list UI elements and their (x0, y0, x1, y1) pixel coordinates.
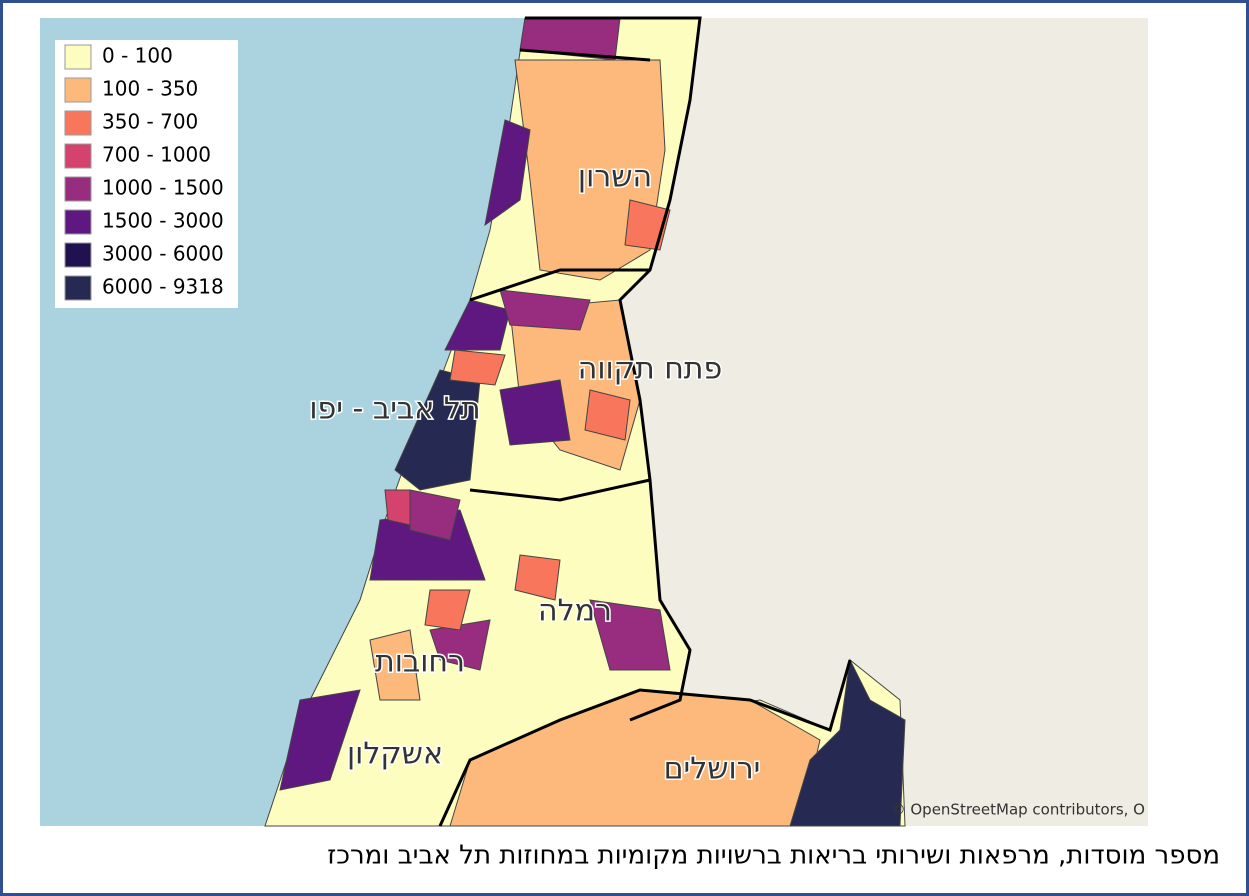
region (789, 658, 906, 827)
legend-swatch (64, 242, 92, 268)
region (449, 349, 506, 386)
region (429, 619, 491, 671)
region (484, 119, 531, 227)
border (519, 48, 651, 62)
region (369, 629, 421, 701)
regions (264, 17, 906, 827)
legend-swatch (64, 176, 92, 202)
border (469, 268, 650, 302)
legend-label: 6000 - 9318 (102, 275, 224, 299)
legend-label: 0 - 100 (102, 44, 173, 68)
legend-label: 1000 - 1500 (102, 176, 224, 200)
region-label: אשקלון (347, 737, 443, 772)
region (384, 489, 411, 526)
legend-label: 3000 - 6000 (102, 242, 224, 266)
legend-label: 100 - 350 (102, 77, 198, 101)
region (514, 554, 561, 601)
legend: 0 - 100 100 - 350 350 - 700 700 - 1000 1000 … (55, 40, 238, 308)
region (589, 599, 671, 671)
legend-swatch (64, 275, 92, 301)
region (499, 289, 591, 331)
border (438, 659, 852, 827)
attribution: © OpenStreetMap contributors, O (891, 801, 1145, 819)
legend-swatch (64, 209, 92, 235)
region-label: תל אביב - יפו (309, 392, 480, 427)
region-label: רחובות (375, 645, 465, 680)
legend-swatch (64, 143, 92, 169)
region-label: פתח תקווה (578, 352, 723, 387)
labels: השרון פתח תקווה תל אביב - יפו רמלה רחובות אשק… (308, 158, 762, 788)
region-label: רמלה (538, 594, 612, 629)
legend-label: 700 - 1000 (102, 143, 211, 167)
legend-swatch (64, 110, 92, 136)
border (525, 16, 702, 722)
caption: מספר מוסדות, מרפאות ושירותי בריאות ברשוי… (327, 841, 1220, 871)
region (424, 589, 471, 631)
border (469, 478, 651, 502)
district-borders (438, 16, 852, 827)
region (584, 389, 631, 441)
region (279, 689, 361, 791)
legend-swatch (64, 44, 92, 70)
legend-swatch (64, 77, 92, 103)
region-label: השרון (578, 160, 652, 195)
region (499, 379, 571, 446)
region-label: ירושלים (664, 752, 761, 787)
legend-label: 1500 - 3000 (102, 209, 224, 233)
region (444, 299, 511, 351)
legend-label: 350 - 700 (102, 110, 198, 134)
